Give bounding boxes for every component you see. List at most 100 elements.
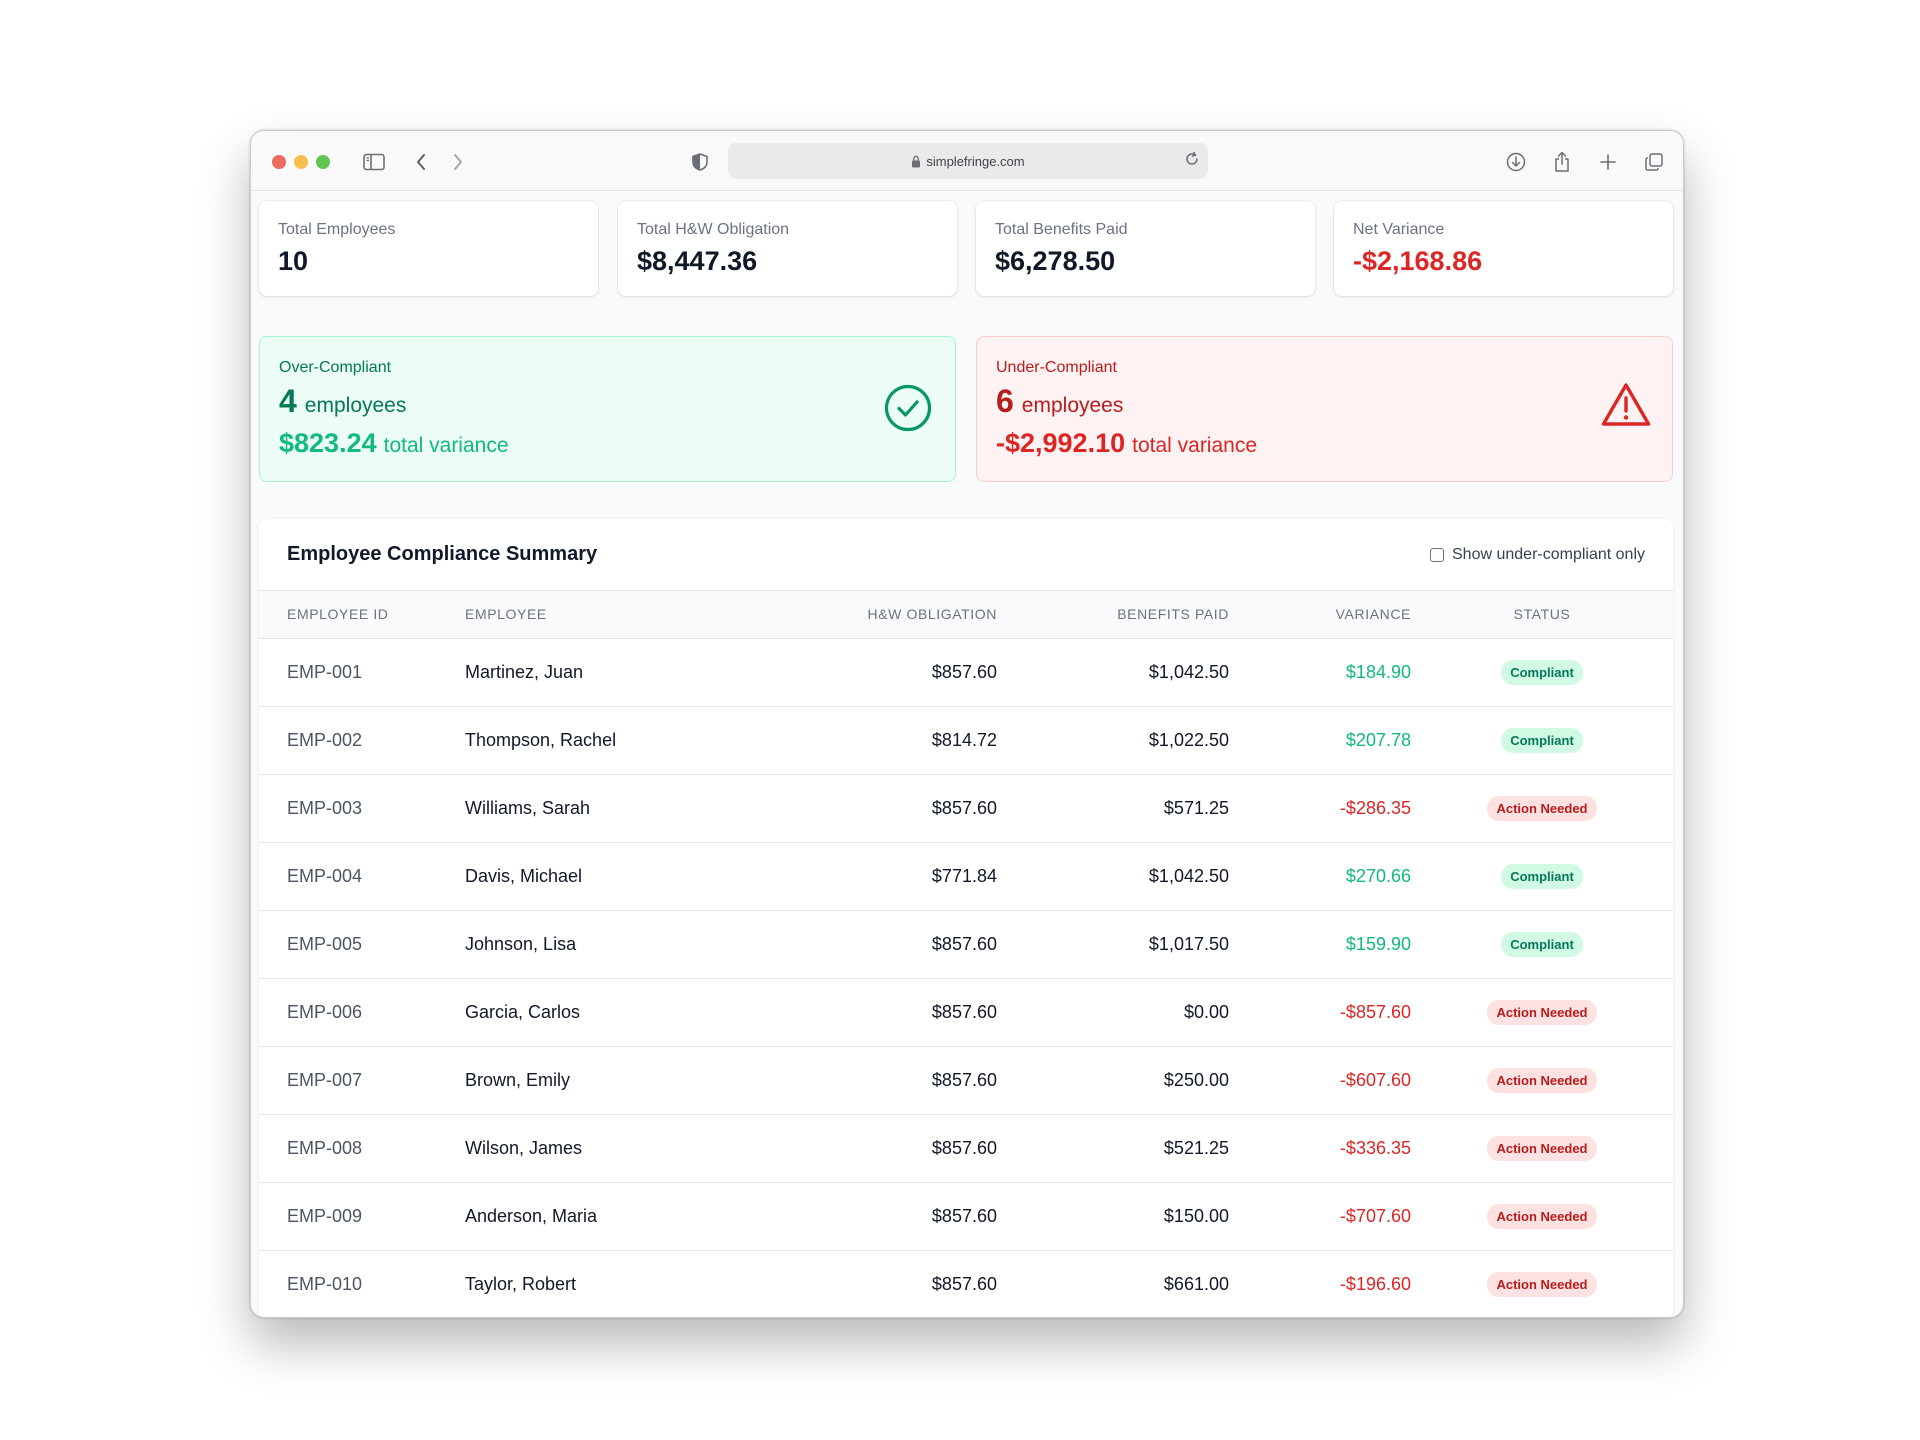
status-badge: Action Needed — [1487, 1135, 1597, 1161]
over-compliant-count: 4 — [279, 383, 297, 419]
back-arrow-icon[interactable] — [406, 147, 436, 177]
page-content: Total Employees 10 Total H&W Obligation … — [251, 191, 1683, 1317]
stat-label: Net Variance — [1353, 221, 1445, 238]
obligation-cell: $857.60 — [765, 638, 997, 707]
under-compliant-card: Under-Compliant 6 employees -$2,992.10 t… — [976, 336, 1673, 482]
stat-card-total-benefits-paid: Total Benefits Paid $6,278.50 — [976, 201, 1315, 296]
zoom-window-button[interactable] — [316, 155, 330, 169]
filter-label: Show under-compliant only — [1452, 545, 1645, 563]
browser-toolbar: simplefringe.com — [251, 131, 1683, 191]
benefits-paid-cell: $571.25 — [997, 774, 1229, 843]
over-compliant-variance-label: total variance — [383, 434, 509, 457]
table-row: EMP-003 Williams, Sarah $857.60 $571.25 -$28… — [259, 774, 1673, 843]
employee-name-cell: Martinez, Juan — [465, 638, 765, 707]
table-row: EMP-008 Wilson, James $857.60 $521.25 -$336.… — [259, 1114, 1673, 1183]
download-icon[interactable] — [1501, 147, 1531, 177]
status-cell: Compliant — [1411, 706, 1673, 775]
benefits-paid-cell: $1,017.50 — [997, 910, 1229, 979]
status-cell: Action Needed — [1411, 978, 1673, 1047]
variance-cell: -$607.60 — [1229, 1046, 1411, 1115]
table-header-bar: Employee Compliance Summary Show under-c… — [259, 519, 1673, 591]
new-tab-icon[interactable] — [1593, 147, 1623, 177]
under-compliant-variance-label: total variance — [1132, 434, 1258, 457]
minimize-window-button[interactable] — [294, 155, 308, 169]
status-cell: Action Needed — [1411, 1182, 1673, 1251]
obligation-cell: $857.60 — [765, 978, 997, 1047]
privacy-shield-icon[interactable] — [685, 147, 715, 177]
variance-cell: -$857.60 — [1229, 978, 1411, 1047]
status-badge: Compliant — [1501, 659, 1583, 685]
over-compliant-title: Over-Compliant — [279, 359, 392, 376]
benefits-paid-cell: $150.00 — [997, 1182, 1229, 1251]
close-window-button[interactable] — [272, 155, 286, 169]
column-header-obligation: H&W Obligation — [765, 591, 997, 639]
employee-name-cell: Garcia, Carlos — [465, 978, 765, 1047]
employee-id-cell: EMP-001 — [259, 638, 465, 707]
stat-card-total-employees: Total Employees 10 — [259, 201, 598, 296]
under-compliant-checkbox[interactable] — [1430, 547, 1444, 562]
variance-cell: -$336.35 — [1229, 1114, 1411, 1183]
status-cell: Action Needed — [1411, 1250, 1673, 1317]
status-badge: Action Needed — [1487, 1271, 1597, 1297]
employee-name-cell: Williams, Sarah — [465, 774, 765, 843]
sidebar-toggle-icon[interactable] — [359, 147, 389, 177]
employee-name-cell: Wilson, James — [465, 1114, 765, 1183]
status-badge: Action Needed — [1487, 999, 1597, 1025]
compliance-table-card: Employee Compliance Summary Show under-c… — [259, 519, 1673, 1317]
obligation-cell: $814.72 — [765, 706, 997, 775]
check-circle-icon — [883, 383, 933, 438]
warning-triangle-icon — [1600, 381, 1652, 434]
status-cell: Compliant — [1411, 842, 1673, 911]
tab-overview-icon[interactable] — [1639, 147, 1669, 177]
employee-name-cell: Brown, Emily — [465, 1046, 765, 1115]
url-text: simplefringe.com — [926, 153, 1025, 169]
stat-value: $6,278.50 — [995, 246, 1116, 276]
status-cell: Compliant — [1411, 910, 1673, 979]
status-badge: Action Needed — [1487, 795, 1597, 821]
employee-name-cell: Johnson, Lisa — [465, 910, 765, 979]
employee-id-cell: EMP-007 — [259, 1046, 465, 1115]
status-badge: Compliant — [1501, 863, 1583, 889]
benefits-paid-cell: $0.00 — [997, 978, 1229, 1047]
variance-cell: $270.66 — [1229, 842, 1411, 911]
reload-icon[interactable] — [1184, 151, 1200, 170]
stat-card-net-variance: Net Variance -$2,168.86 — [1334, 201, 1673, 296]
variance-cell: -$286.35 — [1229, 774, 1411, 843]
benefits-paid-cell: $1,042.50 — [997, 842, 1229, 911]
obligation-cell: $857.60 — [765, 1182, 997, 1251]
stat-value: 10 — [278, 246, 309, 276]
variance-cell: $159.90 — [1229, 910, 1411, 979]
status-cell: Action Needed — [1411, 1046, 1673, 1115]
employee-id-cell: EMP-003 — [259, 774, 465, 843]
lock-icon — [911, 155, 921, 168]
obligation-cell: $857.60 — [765, 1250, 997, 1317]
employee-name-cell: Davis, Michael — [465, 842, 765, 911]
status-badge: Action Needed — [1487, 1067, 1597, 1093]
under-compliant-variance: -$2,992.10 — [996, 428, 1126, 458]
variance-cell: $184.90 — [1229, 638, 1411, 707]
status-cell: Action Needed — [1411, 1114, 1673, 1183]
benefits-paid-cell: $250.00 — [997, 1046, 1229, 1115]
column-header-employee: Employee — [465, 591, 765, 639]
forward-arrow-icon[interactable] — [443, 147, 473, 177]
obligation-cell: $857.60 — [765, 1046, 997, 1115]
table-row: EMP-009 Anderson, Maria $857.60 $150.00 -$70… — [259, 1182, 1673, 1251]
status-cell: Compliant — [1411, 638, 1673, 707]
column-header-variance: Variance — [1229, 591, 1411, 639]
share-icon[interactable] — [1547, 147, 1577, 177]
obligation-cell: $857.60 — [765, 1114, 997, 1183]
under-compliant-filter[interactable]: Show under-compliant only — [1430, 546, 1645, 564]
address-bar[interactable]: simplefringe.com — [728, 143, 1208, 179]
employee-id-cell: EMP-010 — [259, 1250, 465, 1317]
status-badge: Compliant — [1501, 727, 1583, 753]
stat-value: -$2,168.86 — [1353, 246, 1483, 276]
table-row: EMP-007 Brown, Emily $857.60 $250.00 -$607.6… — [259, 1046, 1673, 1115]
employee-id-cell: EMP-002 — [259, 706, 465, 775]
table-header-row: Employee ID Employee H&W Obligation Bene… — [259, 591, 1673, 639]
employee-id-cell: EMP-008 — [259, 1114, 465, 1183]
benefits-paid-cell: $521.25 — [997, 1114, 1229, 1183]
under-compliant-count-label: employees — [1021, 394, 1124, 417]
obligation-cell: $771.84 — [765, 842, 997, 911]
stat-value: $8,447.36 — [637, 246, 758, 276]
employee-id-cell: EMP-006 — [259, 978, 465, 1047]
